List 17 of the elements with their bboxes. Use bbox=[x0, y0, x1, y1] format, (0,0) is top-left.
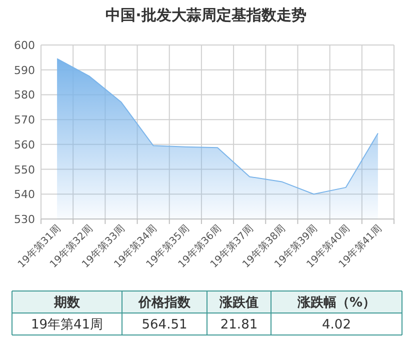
text: 涨跌值 bbox=[218, 296, 258, 310]
y-tick-label: 570 bbox=[14, 114, 35, 127]
y-tick-label: 530 bbox=[14, 213, 35, 226]
y-tick-label: 550 bbox=[14, 163, 35, 176]
text: 19年第41周 bbox=[30, 318, 104, 332]
y-tick-label: 580 bbox=[14, 88, 35, 102]
y-tick-label: 560 bbox=[14, 138, 35, 152]
text: 价格指数 bbox=[138, 296, 192, 310]
chart-title: 中国·批发大蒜周定基指数走势 bbox=[106, 6, 306, 24]
text: 21.81 bbox=[220, 318, 258, 332]
text: 564.51 bbox=[142, 318, 188, 332]
y-tick-label: 540 bbox=[14, 188, 35, 202]
text: 期数 bbox=[53, 296, 81, 310]
y-tick-label: 590 bbox=[14, 64, 35, 77]
text: 涨跌幅（%） bbox=[296, 296, 376, 310]
y-tick-label: 600 bbox=[14, 39, 35, 52]
text: 4.02 bbox=[322, 318, 351, 332]
